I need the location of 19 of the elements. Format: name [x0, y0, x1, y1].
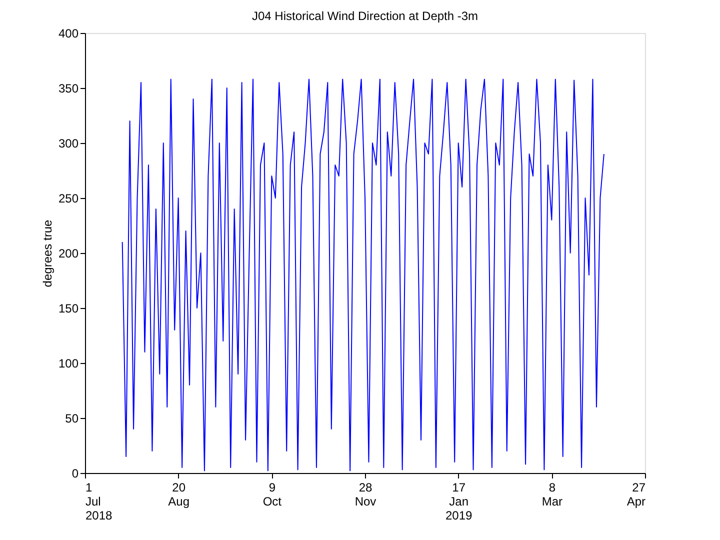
x-tick-label: 27 Apr	[626, 480, 646, 508]
x-tick-label: 28 Nov	[354, 480, 376, 508]
x-tick-label: 1 Jul 2018	[86, 480, 113, 522]
y-tick-label: 50	[65, 412, 79, 426]
x-tick-label: 20 Aug	[168, 480, 190, 508]
x-tick-label: 17 Jan 2019	[445, 480, 473, 522]
x-tick-label: 9 Oct	[262, 480, 282, 508]
x-tick-label: 8 Mar	[542, 480, 563, 508]
y-tick-label: 200	[58, 246, 79, 260]
y-tick-label: 250	[58, 192, 79, 206]
y-tick-label: 400	[58, 26, 79, 40]
y-tick-label: 0	[72, 466, 79, 480]
y-tick-label: 100	[58, 356, 79, 370]
y-tick-label: 300	[58, 136, 79, 150]
line-series	[122, 78, 604, 472]
chart-title: J04 Historical Wind Direction at Depth -3m	[252, 9, 478, 23]
y-tick-label: 350	[58, 82, 79, 96]
y-axis-title: degrees true	[40, 219, 54, 288]
y-tick-label: 150	[58, 302, 79, 316]
